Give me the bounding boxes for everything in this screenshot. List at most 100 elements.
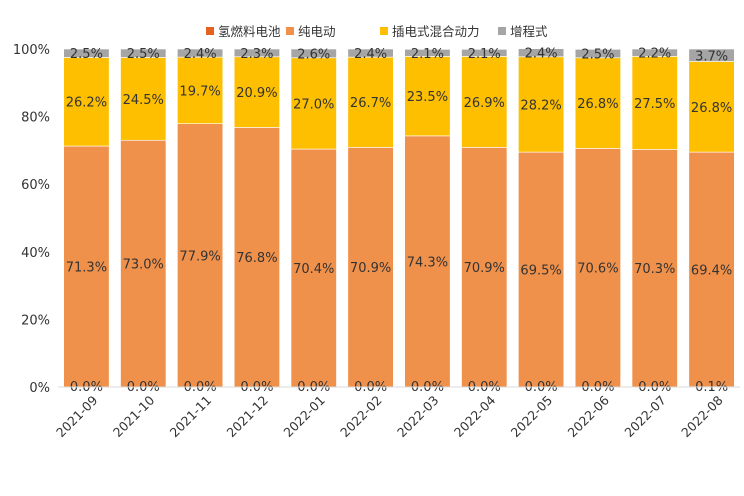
x-tick-label: 2022-07: [621, 393, 669, 441]
data-label: 27.0%: [293, 97, 334, 112]
data-label: 2.5%: [70, 47, 103, 62]
data-label: 2.5%: [581, 48, 614, 63]
bar-group: 0.0%70.9%26.9%2.1%: [461, 47, 508, 395]
bar-segment: [461, 49, 508, 57]
data-label: 20.9%: [236, 86, 277, 101]
y-tick-label: 20%: [21, 313, 50, 328]
x-tick-label: 2022-02: [337, 393, 385, 441]
data-label: 2.5%: [127, 47, 160, 62]
data-label: 76.8%: [236, 251, 277, 266]
legend-swatch: [206, 27, 214, 35]
bar-segment: [574, 148, 621, 388]
data-label: 2.4%: [354, 47, 387, 62]
data-label: 73.0%: [123, 258, 164, 273]
data-label: 2.2%: [638, 47, 671, 62]
data-label: 24.5%: [123, 93, 164, 108]
data-label: 69.4%: [691, 263, 732, 278]
bar-group: 0.0%70.9%26.7%2.4%: [347, 47, 394, 395]
bar-segment: [461, 147, 508, 388]
bar-segment: [518, 151, 565, 388]
data-label: 70.9%: [464, 261, 505, 276]
legend-swatch: [286, 27, 294, 35]
data-label: 2.4%: [184, 47, 217, 62]
bar-segment: [347, 147, 394, 388]
legend-item: 插电式混合动力: [380, 24, 480, 39]
bar-segment: [688, 61, 735, 153]
y-tick-label: 0%: [29, 381, 50, 396]
legend-item: 增程式: [498, 24, 548, 39]
bar-segment: [631, 149, 678, 388]
bar-group: 0.0%70.6%26.8%2.5%: [574, 48, 621, 395]
data-label: 70.6%: [577, 262, 618, 277]
bar-group: 0.0%70.4%27.0%2.6%: [290, 47, 337, 395]
data-label: 2.1%: [468, 47, 501, 62]
x-tick-label: 2022-05: [508, 393, 556, 441]
bar-segment: [631, 48, 678, 57]
bar-segment: [347, 48, 394, 58]
data-label: 23.5%: [407, 90, 448, 105]
legend-item: 纯电动: [286, 24, 336, 39]
bar-segment: [177, 56, 224, 124]
y-tick-label: 80%: [21, 111, 50, 126]
bar-segment: [177, 48, 224, 58]
bar-segment: [233, 127, 280, 388]
x-tick-label: 2022-04: [451, 392, 499, 440]
data-label: 74.3%: [407, 255, 448, 270]
bar-segment: [518, 56, 565, 153]
data-label: 2.3%: [240, 47, 273, 62]
x-tick-label: 2021-09: [53, 392, 101, 440]
bar-segment: [290, 48, 337, 59]
data-label: 2.4%: [525, 47, 558, 62]
bar-segment: [177, 123, 224, 388]
data-label: 26.8%: [577, 97, 618, 112]
bars: 0.0%71.3%26.2%2.5%0.0%73.0%24.5%2.5%0.0%…: [63, 47, 735, 395]
bar-segment: [518, 48, 565, 58]
data-label: 70.4%: [293, 262, 334, 277]
data-label: 69.5%: [520, 264, 561, 279]
legend-label: 插电式混合动力: [392, 24, 480, 39]
data-label: 26.2%: [66, 96, 107, 111]
legend-item: 氢燃料电池: [206, 24, 281, 39]
x-tick-label: 2022-03: [394, 393, 442, 441]
x-tick-label: 2022-06: [564, 392, 612, 440]
x-tick-label: 2022-08: [678, 392, 726, 440]
legend-label: 纯电动: [298, 24, 336, 39]
legend-swatch: [498, 27, 506, 35]
bar-segment: [574, 57, 621, 149]
bar-segment: [120, 139, 167, 388]
legend-label: 增程式: [510, 24, 548, 39]
data-label: 77.9%: [179, 249, 220, 264]
legend-swatch: [380, 27, 388, 35]
bar-segment: [63, 57, 110, 147]
data-label: 19.7%: [179, 84, 220, 99]
bar-group: 0.0%74.3%23.5%2.1%: [404, 47, 451, 395]
x-tick-label: 2021-12: [223, 393, 271, 441]
bar-group: 0.1%69.4%26.8%3.7%: [688, 48, 735, 395]
bar-group: 0.0%70.3%27.5%2.2%: [631, 47, 678, 395]
data-label: 70.9%: [350, 261, 391, 276]
bar-group: 0.0%69.5%28.2%2.4%: [518, 47, 565, 395]
bar-segment: [63, 145, 110, 388]
y-axis: 0% 20% 40% 60% 80% 100%: [13, 43, 50, 396]
bar-group: 0.0%71.3%26.2%2.5%: [63, 47, 110, 395]
data-label: 28.2%: [520, 98, 561, 113]
x-tick-label: 2022-01: [280, 393, 328, 441]
bar-group: 0.0%73.0%24.5%2.5%: [120, 47, 167, 395]
bar-segment: [233, 48, 280, 58]
bar-group: 0.0%77.9%19.7%2.4%: [177, 47, 224, 395]
x-tick-label: 2021-10: [110, 392, 158, 440]
data-label: 70.3%: [634, 262, 675, 277]
data-label: 2.1%: [411, 47, 444, 62]
bar-segment: [63, 48, 110, 58]
bar-segment: [404, 49, 451, 57]
y-tick-label: 100%: [13, 43, 50, 58]
bar-segment: [404, 56, 451, 137]
bar-segment: [120, 57, 167, 141]
bar-segment: [461, 56, 508, 148]
bar-segment: [290, 148, 337, 388]
bar-segment: [631, 56, 678, 150]
data-label: 27.5%: [634, 97, 675, 112]
bar-segment: [404, 135, 451, 388]
y-tick-label: 60%: [21, 178, 50, 193]
